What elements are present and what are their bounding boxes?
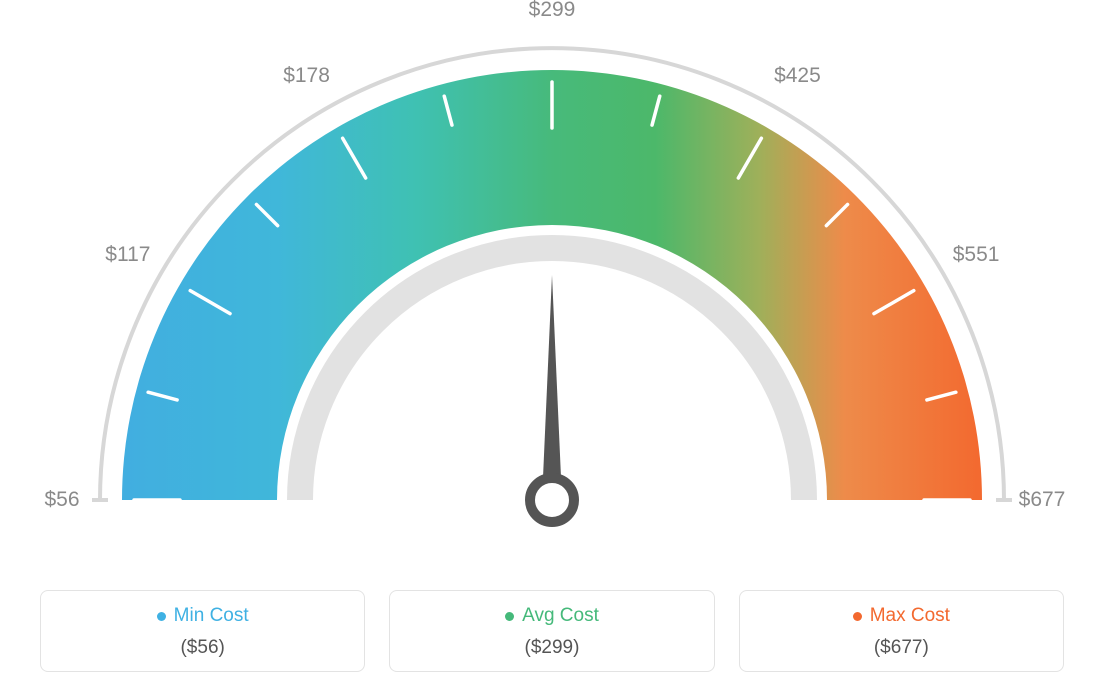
legend-card-avg: Avg Cost ($299) xyxy=(389,590,714,672)
gauge-tick-label: $299 xyxy=(529,0,576,22)
dot-icon xyxy=(157,612,166,621)
gauge-tick-label: $117 xyxy=(105,243,150,267)
gauge-tick-label: $178 xyxy=(283,64,330,88)
legend-value: ($677) xyxy=(750,637,1053,659)
legend-value: ($299) xyxy=(400,637,703,659)
legend-title: Min Cost xyxy=(157,605,249,627)
legend-title: Avg Cost xyxy=(505,605,599,627)
gauge-area: $56 $117 $178 $299 $425 $551 $677 xyxy=(0,0,1104,560)
legend-title: Max Cost xyxy=(853,605,950,627)
gauge-tick-label: $677 xyxy=(1019,488,1066,512)
legend-title-text: Avg Cost xyxy=(522,605,599,627)
gauge-tick-label: $56 xyxy=(44,488,79,512)
gauge-tick-label: $425 xyxy=(774,64,821,88)
cost-gauge-widget: { "gauge": { "type": "gauge", "center_x"… xyxy=(0,0,1104,690)
gauge-svg xyxy=(0,0,1104,560)
legend-card-max: Max Cost ($677) xyxy=(739,590,1064,672)
legend-card-min: Min Cost ($56) xyxy=(40,590,365,672)
dot-icon xyxy=(505,612,514,621)
legend-title-text: Min Cost xyxy=(174,605,249,627)
legend-value: ($56) xyxy=(51,637,354,659)
dot-icon xyxy=(853,612,862,621)
legend-row: Min Cost ($56) Avg Cost ($299) Max Cost … xyxy=(40,590,1064,672)
legend-title-text: Max Cost xyxy=(870,605,950,627)
gauge-tick-label: $551 xyxy=(953,243,1000,267)
